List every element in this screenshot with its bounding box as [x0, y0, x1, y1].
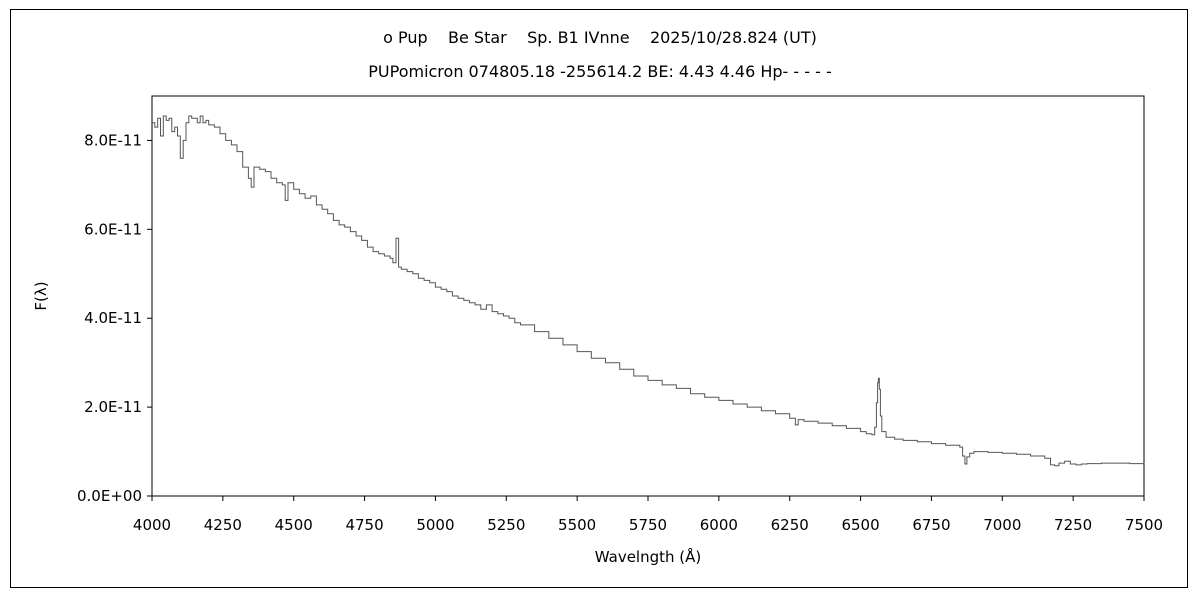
x-tick-label: 7250 — [1054, 516, 1092, 534]
y-tick-label: 0.0E+00 — [77, 487, 142, 505]
x-tick-label: 5750 — [629, 516, 667, 534]
spectrum-line — [152, 115, 1145, 467]
y-tick-label: 4.0E-11 — [84, 309, 142, 327]
x-tick-label: 5250 — [487, 516, 525, 534]
x-tick-label: 5500 — [558, 516, 596, 534]
x-tick-label: 4250 — [204, 516, 242, 534]
y-axis: 0.0E+00 2.0E-11 4.0E-11 6.0E-11 8.0E-11 — [77, 131, 152, 505]
y-axis-label: F(λ) — [32, 281, 50, 310]
x-axis-label: Wavelngth (Å) — [595, 547, 702, 566]
chart-title: ο Pup Be Star Sp. B1 IVnne 2025/10/28.82… — [383, 28, 817, 47]
x-axis: 4000 4250 4500 4750 5000 5250 5500 5750 6000 6250… — [133, 496, 1163, 534]
y-tick-label: 2.0E-11 — [84, 398, 142, 416]
x-tick-label: 6250 — [771, 516, 809, 534]
x-tick-label: 6750 — [912, 516, 950, 534]
x-tick-label: 4500 — [275, 516, 313, 534]
x-tick-label: 5000 — [416, 516, 454, 534]
chart-frame — [10, 9, 1188, 588]
y-tick-label: 8.0E-11 — [84, 131, 142, 149]
x-tick-label: 6000 — [700, 516, 738, 534]
y-tick-label: 6.0E-11 — [84, 220, 142, 238]
x-tick-label: 7000 — [983, 516, 1021, 534]
plot-area — [151, 95, 1145, 497]
x-tick-label: 4000 — [133, 516, 171, 534]
x-tick-label: 4750 — [345, 516, 383, 534]
chart-subtitle: PUPomicron 074805.18 -255614.2 BE: 4.43 … — [368, 62, 832, 81]
x-tick-label: 6500 — [841, 516, 879, 534]
series-layer — [152, 115, 1145, 467]
x-tick-label: 7500 — [1125, 516, 1163, 534]
